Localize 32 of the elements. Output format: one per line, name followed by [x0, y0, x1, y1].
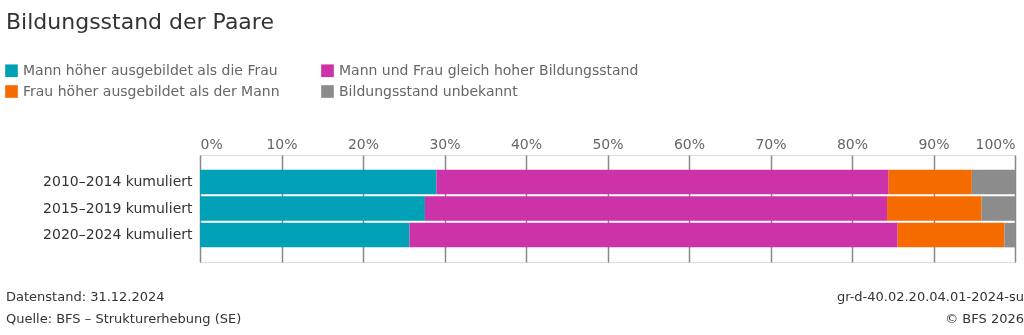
- bar: [897, 222, 1005, 248]
- x-tick-label: 70%: [755, 135, 787, 152]
- y-tick-label: 2020–2024 kumuliert: [43, 226, 194, 243]
- x-tick-label: 30%: [429, 135, 461, 152]
- x-tick-label: 80%: [836, 135, 869, 152]
- bar: [424, 196, 888, 221]
- x-tick-label: 90%: [918, 135, 950, 152]
- bar: [200, 222, 410, 248]
- x-tick-label: 100%: [975, 135, 1016, 152]
- bar: [887, 196, 982, 221]
- bar: [409, 222, 898, 248]
- bar: [200, 196, 425, 221]
- source-note: Quelle: BFS – Strukturerhebung (SE): [6, 311, 242, 326]
- x-tick-label: 40%: [510, 135, 543, 152]
- bar: [436, 169, 889, 195]
- x-tick-label: 0%: [200, 135, 223, 152]
- y-tick-label: 2015–2019 kumuliert: [43, 199, 194, 216]
- x-tick-label: 10%: [266, 135, 298, 152]
- chart-title: Bildungsstand der Paare: [6, 9, 274, 34]
- text: gr-d-40.02.20.04.01-2024-su: [836, 289, 1024, 304]
- legend-label: Mann höher ausgebildet als die Frau: [23, 61, 278, 78]
- legend-label: Mann und Frau gleich hoher Bildungsstand: [339, 61, 639, 78]
- x-tick-label: 50%: [592, 135, 624, 152]
- x-tick-label: 60%: [673, 135, 706, 152]
- text: Datenstand: 31.12.2024: [6, 289, 165, 304]
- bar: [888, 169, 972, 195]
- legend-label: Frau höher ausgebildet als der Mann: [23, 82, 280, 99]
- legend-label: Bildungsstand unbekannt: [339, 82, 519, 99]
- text: © BFS 2026: [945, 311, 1024, 326]
- x-tick-label: 20%: [347, 135, 380, 152]
- bar: [200, 169, 437, 195]
- y-tick-label: 2010–2014 kumuliert: [43, 172, 194, 189]
